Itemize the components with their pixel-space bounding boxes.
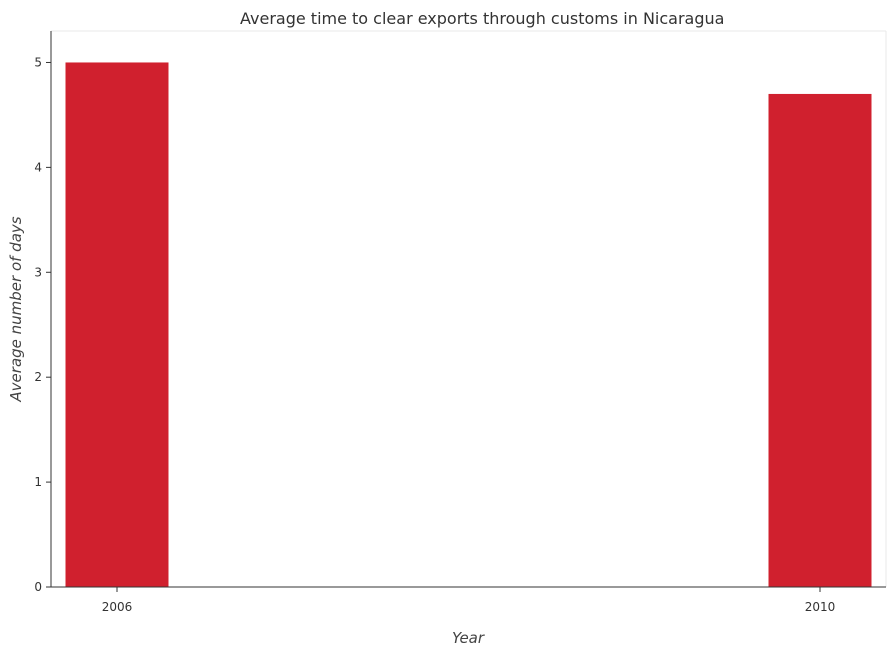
y-tick-label: 2 xyxy=(34,370,42,384)
bar-2006 xyxy=(65,62,169,588)
bars-group xyxy=(65,62,872,588)
bar-2010 xyxy=(768,93,872,588)
y-axis-label: Average number of days xyxy=(7,216,25,402)
x-axis-ticks: 2006 2010 xyxy=(102,587,836,614)
y-axis-ticks: 0 1 2 3 4 5 xyxy=(34,55,51,594)
y-tick-label: 1 xyxy=(34,475,42,489)
y-tick-label: 0 xyxy=(34,580,42,594)
y-tick-label: 5 xyxy=(34,55,42,69)
y-tick-label: 4 xyxy=(34,160,42,174)
x-axis-label: Year xyxy=(452,629,485,647)
x-tick-label: 2010 xyxy=(805,600,836,614)
y-tick-label: 3 xyxy=(34,265,42,279)
x-tick-label: 2006 xyxy=(102,600,133,614)
chart-title: Average time to clear exports through cu… xyxy=(240,9,724,28)
